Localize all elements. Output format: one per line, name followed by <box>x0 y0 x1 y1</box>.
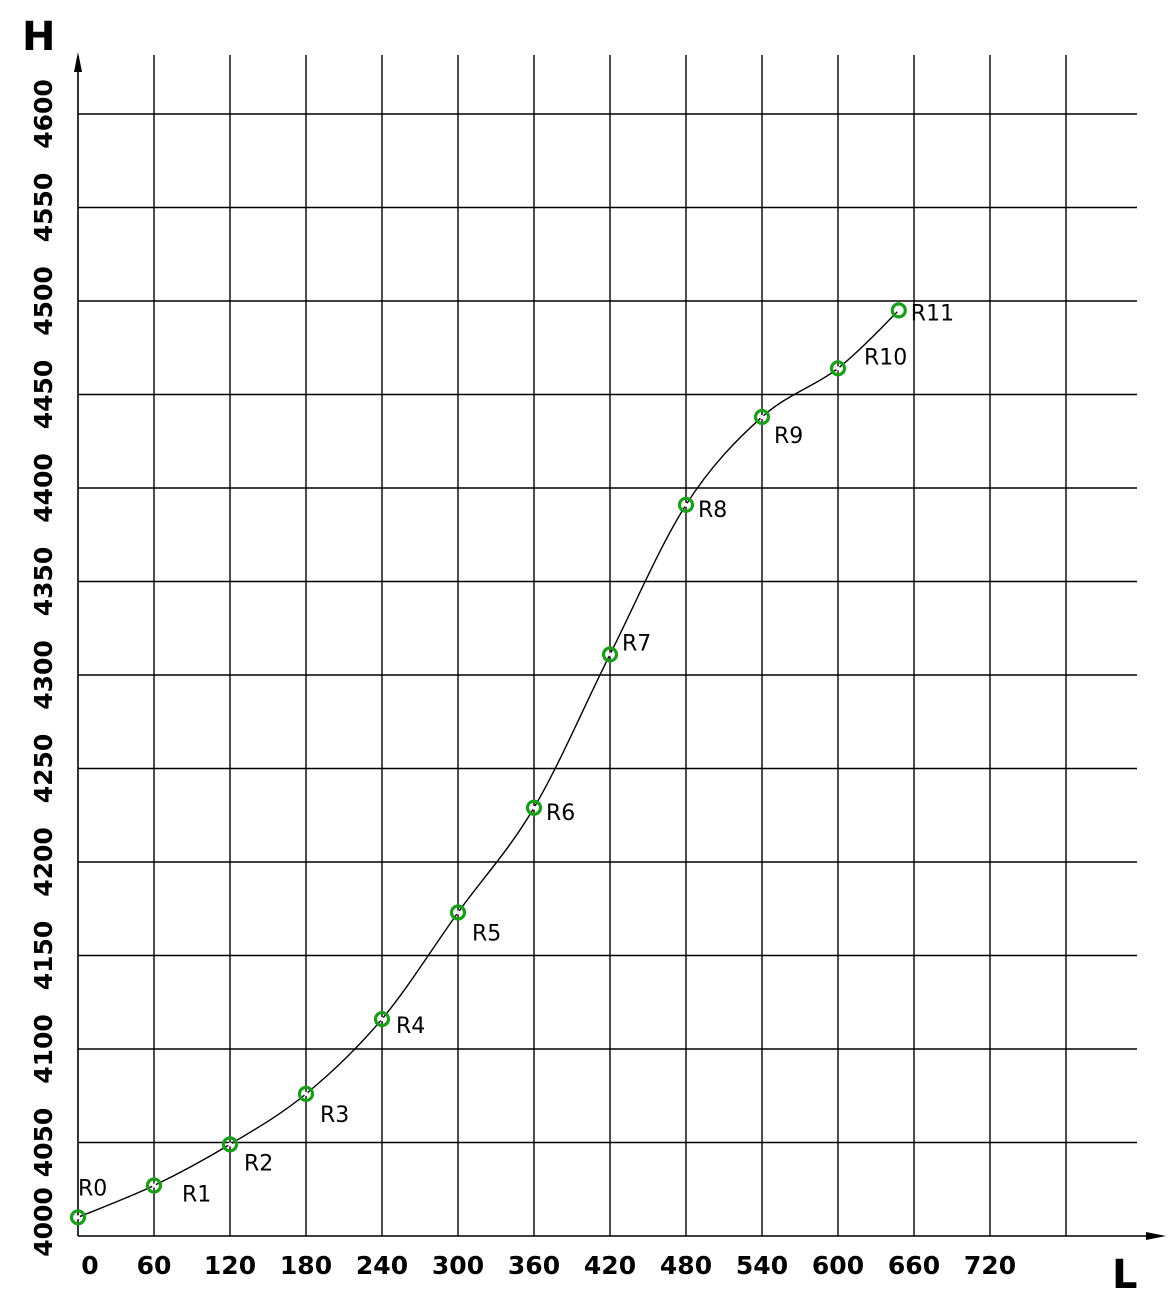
x-axis-label: L <box>1112 1252 1138 1298</box>
data-point-label: R1 <box>182 1183 211 1208</box>
x-tick-label: 720 <box>964 1251 1016 1280</box>
x-tick-label: 60 <box>137 1251 172 1280</box>
data-point-label: R3 <box>320 1103 349 1128</box>
x-tick-label: 0 <box>81 1251 98 1280</box>
data-point-marker-center <box>456 910 460 915</box>
axes <box>74 52 1166 1240</box>
data-point-label: R7 <box>622 631 651 656</box>
x-tick-label: 420 <box>584 1251 636 1280</box>
x-tick-label: 180 <box>280 1251 332 1280</box>
data-point-marker-center <box>228 1142 232 1147</box>
data-point-marker-center <box>380 1017 384 1022</box>
data-point-label: R8 <box>698 498 727 523</box>
data-point-label: R6 <box>546 801 575 826</box>
y-tick-label: 4000 <box>29 1187 58 1257</box>
data-point-label: R9 <box>774 424 803 449</box>
x-tick-label: 240 <box>356 1251 408 1280</box>
y-tick-label: 4350 <box>29 547 58 617</box>
data-point-marker-center <box>532 805 536 810</box>
y-tick-label: 4300 <box>29 640 58 710</box>
data-point-label: R2 <box>244 1151 273 1176</box>
data-point-marker-center <box>152 1183 156 1188</box>
data-point-marker <box>525 799 543 816</box>
y-axis-label: H <box>22 14 55 60</box>
grid <box>78 55 1137 1236</box>
x-tick-label: 660 <box>888 1251 940 1280</box>
data-point-marker <box>601 646 619 663</box>
data-point-marker-center <box>608 652 612 657</box>
x-tick-label: 360 <box>508 1251 560 1280</box>
data-point-marker <box>677 496 695 513</box>
data-point-label: R10 <box>864 345 907 370</box>
data-point-marker-center <box>684 502 688 507</box>
x-tick-label: 600 <box>812 1251 864 1280</box>
x-tick-label: 300 <box>432 1251 484 1280</box>
y-tick-label: 4450 <box>29 360 58 430</box>
x-tick-label: 480 <box>660 1251 712 1280</box>
data-point-marker <box>297 1085 315 1102</box>
data-point-marker <box>221 1136 239 1153</box>
data-point-marker-center <box>896 308 901 313</box>
tick-labels: 0 60 120 180 240 300 360 420 480 540 600 660 720 4000… <box>29 79 1016 1280</box>
data-point-marker <box>449 904 467 921</box>
data-point-marker <box>69 1209 87 1226</box>
y-tick-label: 4600 <box>29 79 58 149</box>
y-tick-label: 4550 <box>29 173 58 243</box>
data-point-marker <box>753 408 771 426</box>
y-tick-label: 4500 <box>29 266 58 336</box>
y-tick-label: 4050 <box>29 1108 58 1178</box>
data-point-marker <box>145 1177 163 1194</box>
data-point-label: R11 <box>911 301 954 326</box>
y-tick-label: 4150 <box>29 921 58 991</box>
x-tick-label: 120 <box>204 1251 256 1280</box>
data-point-marker <box>829 360 847 377</box>
y-tick-label: 4250 <box>29 734 58 804</box>
data-point-marker-center <box>760 414 764 419</box>
y-tick-label: 4200 <box>29 827 58 897</box>
y-tick-label: 4400 <box>29 453 58 523</box>
data-point-marker-center <box>836 366 840 371</box>
data-point-marker <box>890 302 907 319</box>
x-tick-label: 540 <box>736 1251 788 1280</box>
y-tick-label: 4100 <box>29 1014 58 1084</box>
data-point-marker-center <box>76 1215 80 1220</box>
y-axis-arrow <box>74 52 82 72</box>
data-point-marker <box>373 1010 391 1028</box>
data-point-marker-center <box>304 1091 308 1096</box>
data-point-label: R5 <box>472 921 501 946</box>
x-axis-arrow <box>1146 1232 1166 1240</box>
data-point-label: R0 <box>78 1176 107 1201</box>
data-point-label: R4 <box>396 1014 425 1039</box>
